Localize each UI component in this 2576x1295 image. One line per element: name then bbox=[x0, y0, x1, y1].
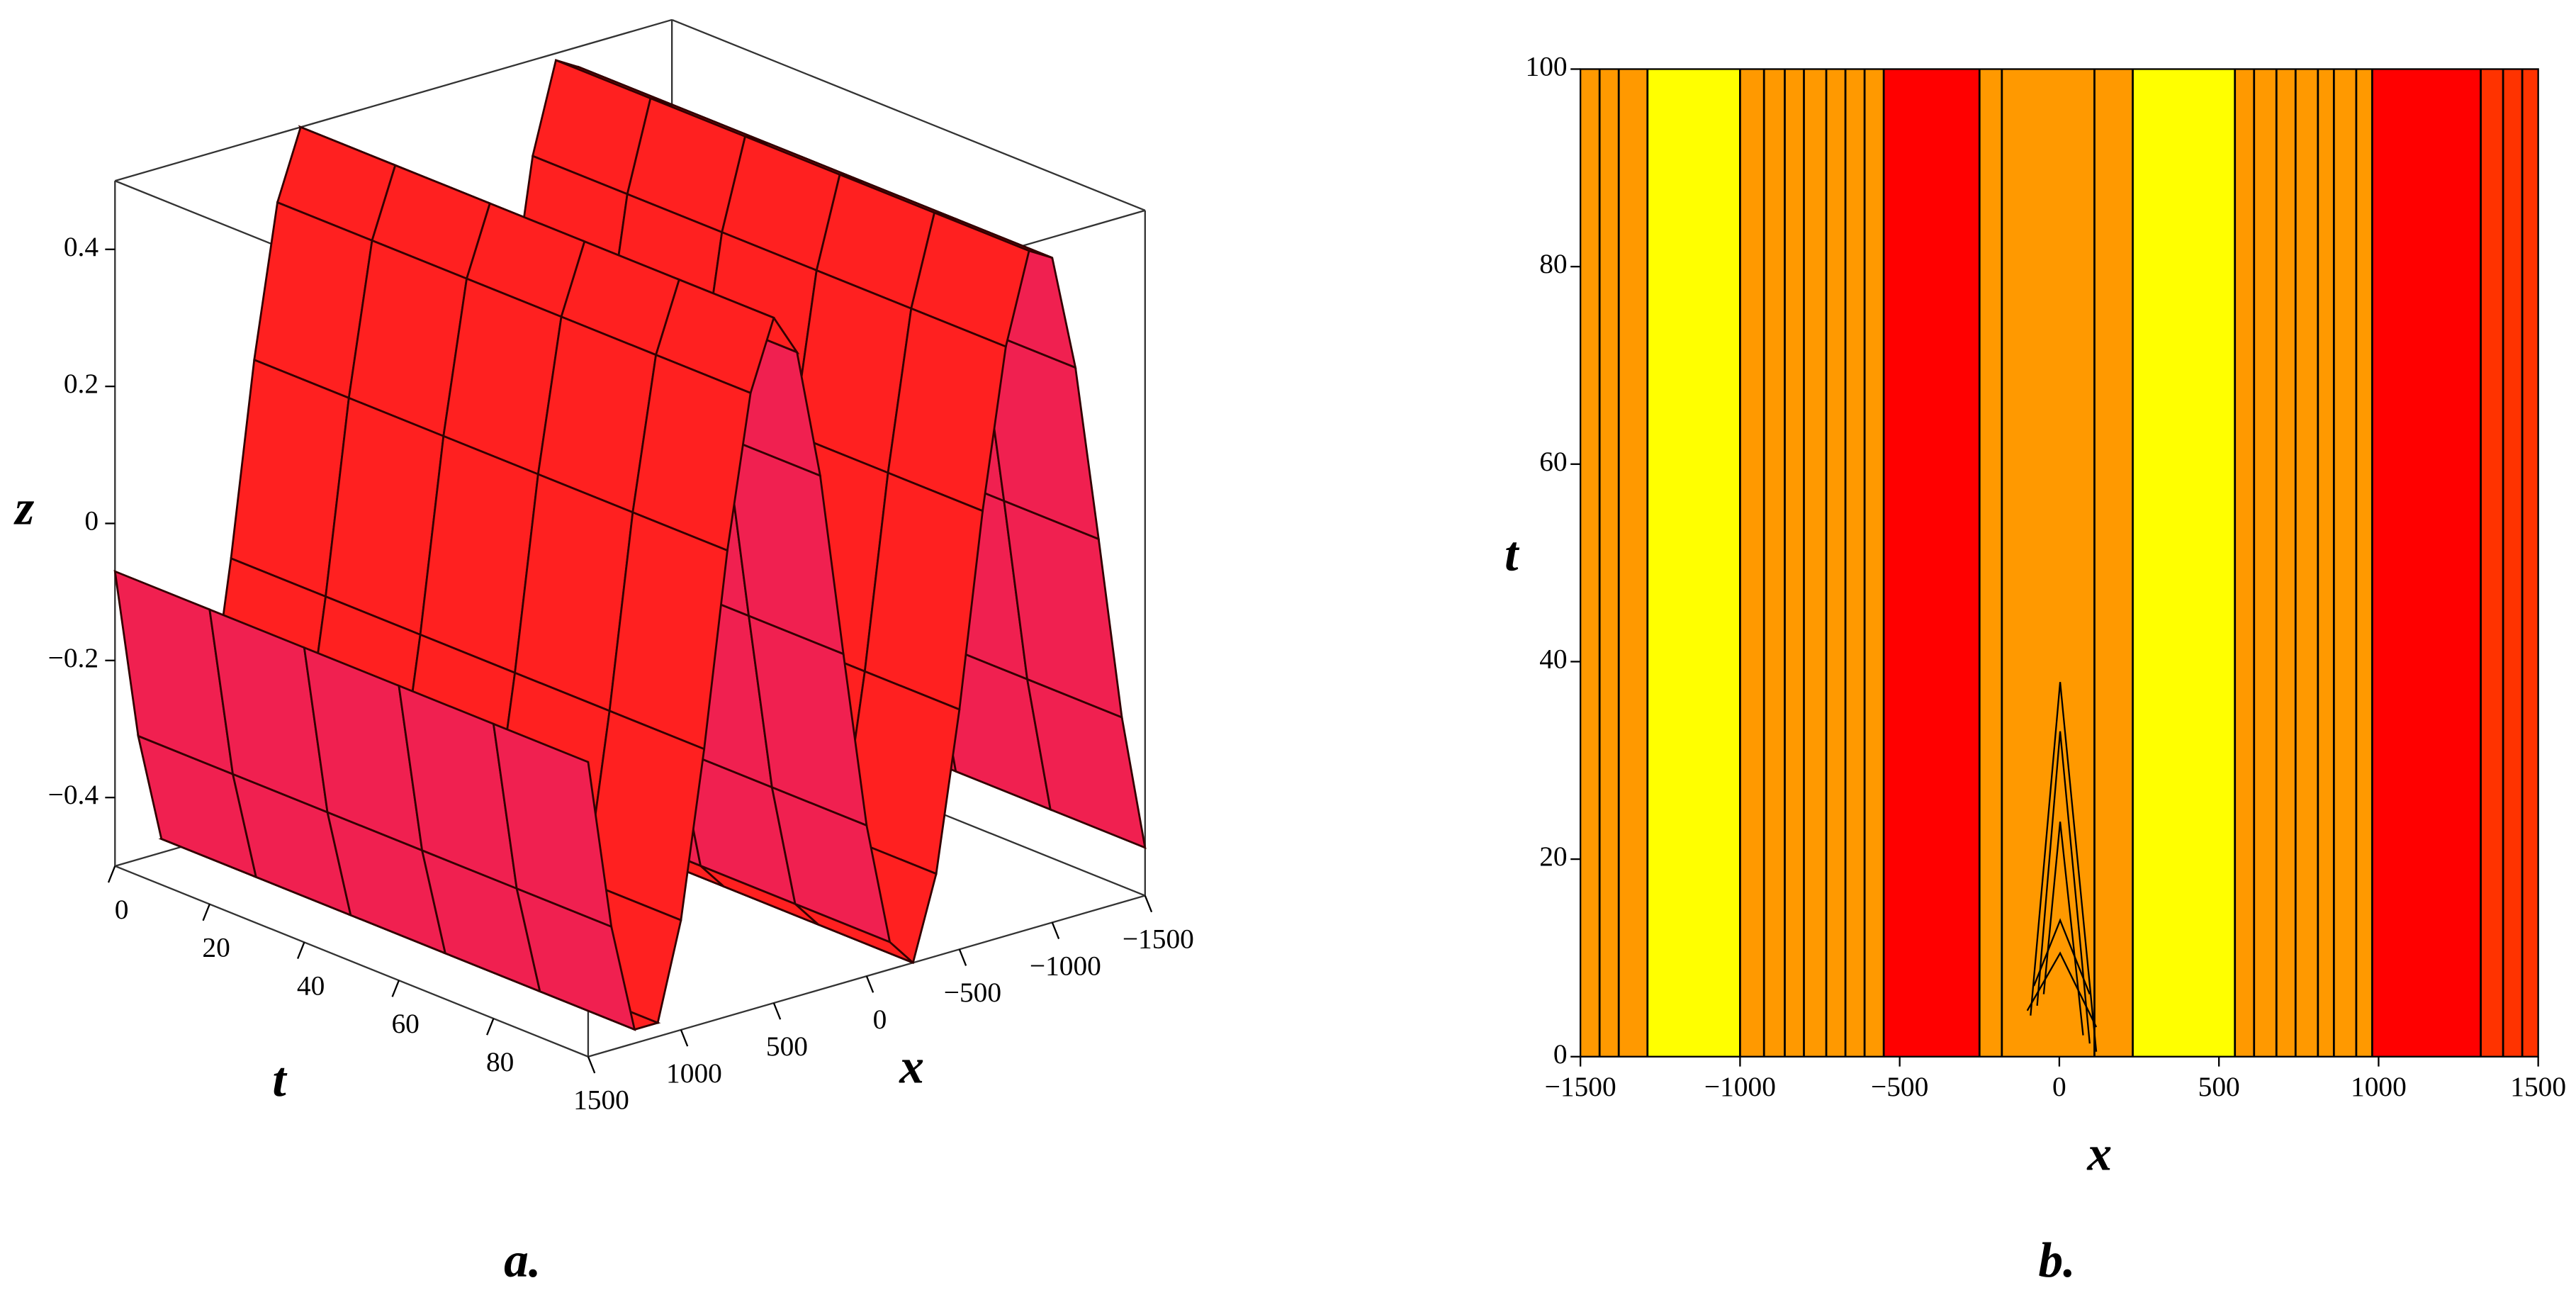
contour bbox=[2030, 682, 2098, 1052]
contour bbox=[2036, 731, 2091, 1044]
x-tick-label: −1000 bbox=[1030, 950, 1101, 981]
box-edge bbox=[114, 865, 589, 1058]
y-tick-label: 20 bbox=[1539, 841, 1567, 872]
x-tick-label: −1500 bbox=[1545, 1071, 1616, 1102]
x-tick bbox=[958, 948, 967, 966]
x-tick-label: 500 bbox=[2198, 1071, 2240, 1102]
band bbox=[1884, 69, 1980, 1057]
band bbox=[1647, 69, 1740, 1057]
x-tick bbox=[772, 1002, 782, 1020]
z-tick-label: −0.2 bbox=[48, 642, 99, 673]
z-tick-label: −0.4 bbox=[48, 779, 99, 810]
z-axis-label: z bbox=[13, 481, 34, 535]
x-tick bbox=[1051, 921, 1060, 940]
band bbox=[1979, 69, 2133, 1057]
y-axis-label: t bbox=[1504, 527, 1520, 581]
surface-patch bbox=[1025, 677, 1147, 850]
x-tick-label: 0 bbox=[873, 1004, 887, 1035]
x-axis-label: x bbox=[2086, 1126, 2112, 1181]
y-tick-label: 40 bbox=[1539, 643, 1567, 674]
z-tick-label: 0.4 bbox=[64, 231, 99, 262]
peak-contours bbox=[2026, 682, 2098, 1052]
band bbox=[2234, 69, 2373, 1057]
band bbox=[1580, 69, 1648, 1057]
surface bbox=[113, 59, 1147, 1031]
band bbox=[2372, 69, 2481, 1057]
t-tick-label: 60 bbox=[391, 1008, 419, 1039]
y-tick-label: 0 bbox=[1553, 1038, 1568, 1070]
contour bbox=[2032, 918, 2091, 995]
x-tick-label: −500 bbox=[944, 977, 1001, 1008]
x-tick-label: −500 bbox=[1871, 1071, 1928, 1102]
x-tick bbox=[865, 975, 874, 993]
x-tick bbox=[1144, 895, 1153, 913]
x-tick-label: 1500 bbox=[2510, 1071, 2566, 1102]
t-tick bbox=[391, 980, 400, 997]
box-edge bbox=[671, 18, 1146, 211]
t-tick bbox=[202, 904, 210, 921]
z-tick-label: 0 bbox=[84, 505, 99, 537]
surface-patch bbox=[113, 569, 235, 776]
x-tick-label: 500 bbox=[766, 1031, 808, 1062]
t-axis-label: t bbox=[272, 1053, 288, 1107]
t-tick-label: 40 bbox=[297, 970, 325, 1001]
band bbox=[2480, 69, 2538, 1057]
x-tick bbox=[680, 1029, 689, 1047]
x-tick-label: 0 bbox=[2052, 1071, 2066, 1102]
y-tick-label: 80 bbox=[1539, 248, 1567, 279]
t-tick bbox=[486, 1018, 495, 1036]
box-edge bbox=[114, 18, 673, 182]
x-tick-label: 1000 bbox=[666, 1058, 722, 1089]
y-tick-label: 100 bbox=[1525, 51, 1567, 82]
contour bbox=[2026, 951, 2098, 1028]
y-tick-label: 60 bbox=[1539, 446, 1567, 477]
contour bbox=[2042, 822, 2084, 1036]
x-tick-label: 1500 bbox=[573, 1084, 629, 1116]
t-tick-label: 0 bbox=[115, 894, 129, 925]
band bbox=[2132, 69, 2235, 1057]
band bbox=[1740, 69, 1884, 1057]
z-tick-label: 0.2 bbox=[64, 368, 99, 399]
caption: a. bbox=[504, 1233, 541, 1288]
t-tick bbox=[107, 865, 116, 883]
t-tick-label: 20 bbox=[202, 932, 230, 963]
x-tick-label: −1000 bbox=[1704, 1071, 1776, 1102]
caption: b. bbox=[2038, 1233, 2075, 1288]
x-axis-label: x bbox=[899, 1040, 924, 1094]
x-tick-label: −1500 bbox=[1123, 924, 1194, 955]
surface-patch bbox=[492, 722, 613, 929]
t-tick-label: 80 bbox=[486, 1046, 514, 1077]
t-tick bbox=[296, 941, 305, 960]
x-tick bbox=[587, 1056, 596, 1074]
x-tick-label: 1000 bbox=[2351, 1071, 2407, 1102]
